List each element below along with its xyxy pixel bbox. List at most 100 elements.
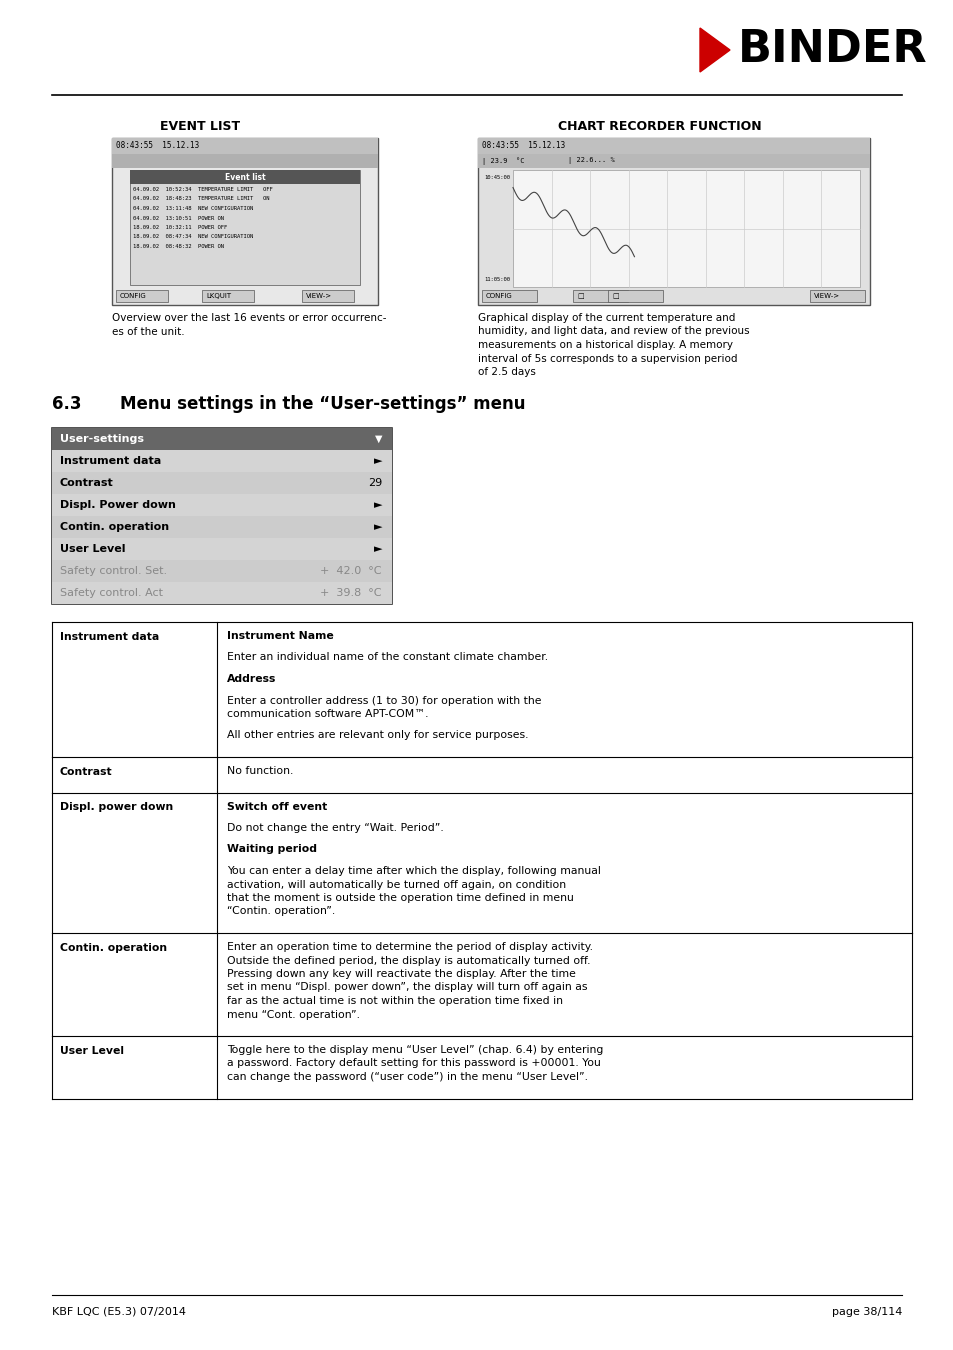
Polygon shape	[700, 28, 729, 72]
Text: 04.09.02  13:11:48  NEW CONFIGURATION: 04.09.02 13:11:48 NEW CONFIGURATION	[132, 207, 253, 211]
Text: humidity, and light data, and review of the previous: humidity, and light data, and review of …	[477, 327, 749, 336]
Text: CHART RECORDER FUNCTION: CHART RECORDER FUNCTION	[558, 120, 761, 134]
Text: 04.09.02  10:52:34  TEMPERATURE LIMIT   OFF: 04.09.02 10:52:34 TEMPERATURE LIMIT OFF	[132, 188, 273, 192]
Bar	[52, 539, 392, 560]
Text: KBF LQC (E5.3) 07/2014: KBF LQC (E5.3) 07/2014	[52, 1307, 186, 1318]
Text: +  42.0  °C: + 42.0 °C	[320, 566, 381, 576]
Text: Instrument Name: Instrument Name	[227, 630, 334, 641]
Text: Displ. power down: Displ. power down	[60, 802, 173, 813]
Text: Instrument data: Instrument data	[60, 632, 159, 643]
Text: 10:45:00: 10:45:00	[483, 176, 510, 180]
Bar	[52, 428, 392, 603]
Text: measurements on a historical display. A memory: measurements on a historical display. A …	[477, 340, 732, 350]
Text: 04.09.02  13:10:51  POWER ON: 04.09.02 13:10:51 POWER ON	[132, 216, 224, 220]
Text: 08:43:55  15.12.13: 08:43:55 15.12.13	[481, 142, 565, 150]
Bar	[607, 290, 662, 302]
Text: Safety control. Set.: Safety control. Set.	[60, 566, 167, 576]
Text: BINDER: BINDER	[738, 28, 926, 72]
Text: 18.09.02  10:32:11  POWER OFF: 18.09.02 10:32:11 POWER OFF	[132, 225, 227, 230]
Text: 29: 29	[367, 478, 381, 487]
Text: Waiting period: Waiting period	[227, 845, 316, 855]
Text: Safety control. Act: Safety control. Act	[60, 589, 163, 598]
Text: User Level: User Level	[60, 1046, 124, 1056]
Text: Enter an individual name of the constant climate chamber.: Enter an individual name of the constant…	[227, 652, 548, 663]
Text: can change the password (“user code”) in the menu “User Level”.: can change the password (“user code”) in…	[227, 1072, 587, 1081]
Bar	[130, 170, 359, 285]
Text: ►: ►	[374, 522, 381, 532]
Text: 18.09.02  08:48:32  POWER ON: 18.09.02 08:48:32 POWER ON	[132, 244, 224, 248]
Text: | 22.6... %: | 22.6... %	[567, 158, 614, 165]
Bar	[116, 290, 168, 302]
Bar	[202, 290, 253, 302]
Text: page 38/114: page 38/114	[831, 1307, 901, 1318]
Text: CONFIG: CONFIG	[120, 293, 147, 298]
Text: You can enter a delay time after which the display, following manual: You can enter a delay time after which t…	[227, 865, 600, 876]
Text: set in menu “Displ. power down”, the display will turn off again as: set in menu “Displ. power down”, the dis…	[227, 983, 587, 992]
Text: Toggle here to the display menu “User Level” (chap. 6.4) by entering: Toggle here to the display menu “User Le…	[227, 1045, 602, 1054]
Text: User-settings: User-settings	[60, 433, 144, 444]
Text: Event list: Event list	[225, 173, 265, 181]
Text: Graphical display of the current temperature and: Graphical display of the current tempera…	[477, 313, 735, 323]
Text: Pressing down any key will reactivate the display. After the time: Pressing down any key will reactivate th…	[227, 969, 576, 979]
Text: a password. Factory default setting for this password is +00001. You: a password. Factory default setting for …	[227, 1058, 600, 1068]
Text: of 2.5 days: of 2.5 days	[477, 367, 536, 377]
Text: Switch off event: Switch off event	[227, 802, 327, 811]
Bar	[513, 170, 859, 288]
Text: EVENT LIST: EVENT LIST	[160, 120, 240, 134]
Bar	[52, 494, 392, 516]
Text: Contrast: Contrast	[60, 478, 113, 487]
Text: Do not change the entry “Wait. Period”.: Do not change the entry “Wait. Period”.	[227, 824, 443, 833]
Text: Enter a controller address (1 to 30) for operation with the: Enter a controller address (1 to 30) for…	[227, 695, 541, 706]
Text: Address: Address	[227, 674, 276, 684]
Text: Contin. operation: Contin. operation	[60, 944, 167, 953]
Text: communication software APT-COM™.: communication software APT-COM™.	[227, 709, 428, 720]
Bar	[112, 138, 377, 154]
Bar	[809, 290, 864, 302]
Text: User Level: User Level	[60, 544, 126, 554]
Bar	[52, 428, 392, 450]
Bar	[52, 450, 392, 472]
Text: far as the actual time is not within the operation time fixed in: far as the actual time is not within the…	[227, 996, 562, 1006]
Text: Contin. operation: Contin. operation	[60, 522, 169, 532]
Text: es of the unit.: es of the unit.	[112, 327, 185, 338]
Bar	[481, 290, 537, 302]
Bar	[112, 154, 377, 167]
Text: ▼: ▼	[375, 433, 381, 444]
Text: Displ. Power down: Displ. Power down	[60, 500, 175, 510]
Text: menu “Cont. operation”.: menu “Cont. operation”.	[227, 1010, 359, 1019]
Text: Overview over the last 16 events or error occurrenc-: Overview over the last 16 events or erro…	[112, 313, 386, 323]
Text: ►: ►	[374, 500, 381, 510]
Bar	[477, 154, 869, 167]
Bar	[302, 290, 354, 302]
Text: ►: ►	[374, 456, 381, 466]
Text: □: □	[612, 293, 618, 298]
Text: | 23.9  °C: | 23.9 °C	[481, 157, 524, 165]
Text: +  39.8  °C: + 39.8 °C	[320, 589, 381, 598]
Text: LKQUIT: LKQUIT	[206, 293, 231, 298]
Text: activation, will automatically be turned off again, on condition: activation, will automatically be turned…	[227, 879, 565, 890]
Text: □: □	[577, 293, 583, 298]
Text: Menu settings in the “User-settings” menu: Menu settings in the “User-settings” men…	[120, 396, 525, 413]
Text: VIEW->: VIEW->	[306, 293, 332, 298]
Text: No function.: No function.	[227, 765, 294, 776]
Text: 04.09.02  18:48:23  TEMPERATURE LIMIT   ON: 04.09.02 18:48:23 TEMPERATURE LIMIT ON	[132, 197, 269, 201]
Text: Outside the defined period, the display is automatically turned off.: Outside the defined period, the display …	[227, 956, 590, 965]
Bar	[52, 560, 392, 582]
Text: ►: ►	[374, 544, 381, 554]
Bar	[477, 138, 869, 154]
Bar	[52, 516, 392, 539]
Text: Enter an operation time to determine the period of display activity.: Enter an operation time to determine the…	[227, 942, 593, 952]
Bar	[130, 170, 359, 184]
Bar	[52, 582, 392, 603]
Text: Instrument data: Instrument data	[60, 456, 161, 466]
Text: that the moment is outside the operation time defined in menu: that the moment is outside the operation…	[227, 892, 574, 903]
Text: 6.3: 6.3	[52, 396, 81, 413]
Text: interval of 5s corresponds to a supervision period: interval of 5s corresponds to a supervis…	[477, 354, 737, 363]
Text: CONFIG: CONFIG	[485, 293, 512, 298]
Bar	[573, 290, 627, 302]
Text: 08:43:55  15.12.13: 08:43:55 15.12.13	[116, 142, 199, 150]
Text: 11:05:00: 11:05:00	[483, 277, 510, 282]
Text: All other entries are relevant only for service purposes.: All other entries are relevant only for …	[227, 730, 528, 741]
Text: 18.09.02  08:47:34  NEW CONFIGURATION: 18.09.02 08:47:34 NEW CONFIGURATION	[132, 235, 253, 239]
Bar	[112, 138, 377, 305]
